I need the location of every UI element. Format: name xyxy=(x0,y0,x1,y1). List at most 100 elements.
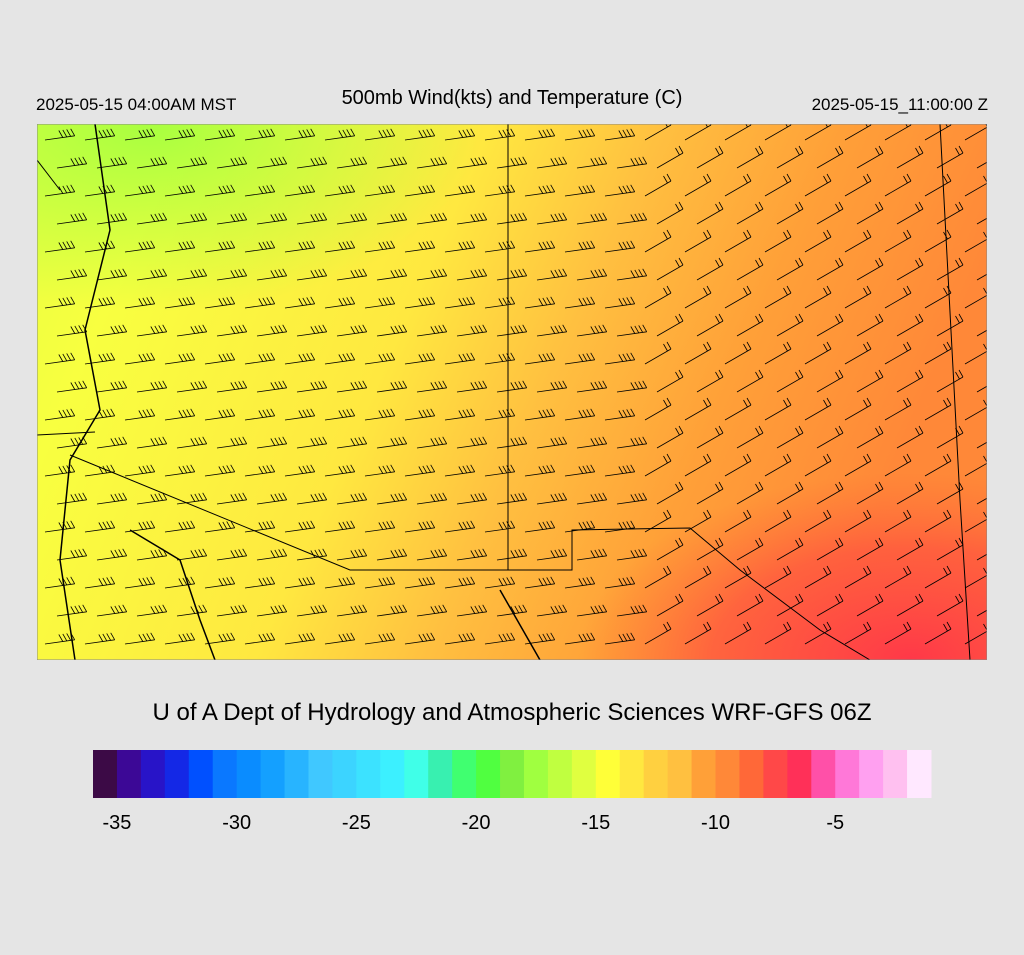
wind-barb xyxy=(256,324,288,337)
wind-barb xyxy=(84,352,116,365)
wind-barb xyxy=(764,565,792,589)
wind-barb xyxy=(44,128,76,141)
wind-barb xyxy=(924,285,952,309)
wind-barb xyxy=(324,408,356,421)
coastline xyxy=(499,589,541,660)
wind-barb xyxy=(284,296,316,309)
wind-barb xyxy=(604,240,636,253)
wind-barb xyxy=(776,201,804,225)
wind-barb xyxy=(124,240,156,253)
wind-barb xyxy=(896,537,924,561)
wind-barb xyxy=(284,576,316,589)
wind-barb xyxy=(856,593,884,617)
wind-barb xyxy=(896,369,924,393)
wind-barb xyxy=(764,285,792,309)
wind-barb xyxy=(936,425,964,449)
wind-barb xyxy=(296,380,328,393)
colorbar-swatch xyxy=(164,750,190,798)
wind-barb xyxy=(164,408,196,421)
wind-barb xyxy=(244,352,276,365)
wind-barb xyxy=(804,124,832,141)
wind-barb xyxy=(364,184,396,197)
wind-barb xyxy=(976,161,987,169)
wind-barb xyxy=(536,268,568,281)
wind-barb xyxy=(616,212,648,225)
wind-barb xyxy=(564,408,596,421)
wind-barb xyxy=(656,593,684,617)
map-area xyxy=(37,124,987,660)
colorbar-swatch xyxy=(859,750,884,798)
wind-barb xyxy=(724,229,752,253)
wind-barb xyxy=(444,128,476,141)
wind-barb xyxy=(684,285,712,309)
wind-barb xyxy=(724,621,752,645)
wind-barb xyxy=(696,201,724,225)
wind-barb xyxy=(44,352,76,365)
wind-barb xyxy=(444,408,476,421)
wind-barb xyxy=(976,385,987,393)
wind-barb xyxy=(404,352,436,365)
wind-barb xyxy=(684,509,712,533)
wind-barb xyxy=(204,296,236,309)
wind-barb xyxy=(364,296,396,309)
wind-barb xyxy=(364,520,396,533)
colorbar-swatch xyxy=(500,750,525,798)
wind-barb xyxy=(484,632,516,645)
colorbar-swatch xyxy=(571,750,597,798)
wind-barb xyxy=(524,576,556,589)
wind-barb xyxy=(524,464,556,477)
wind-barb xyxy=(216,324,248,337)
wind-barb xyxy=(484,408,516,421)
wind-barb xyxy=(884,621,912,645)
wind-barb xyxy=(856,257,884,281)
wind-barb xyxy=(84,464,116,477)
wind-barb xyxy=(204,576,236,589)
wind-barb xyxy=(924,621,952,645)
wind-barb xyxy=(896,257,924,281)
wind-barb xyxy=(496,268,528,281)
wind-barb xyxy=(416,604,448,617)
wind-barb xyxy=(336,548,368,561)
wind-barb xyxy=(856,313,884,337)
colorbar-tick-label: -20 xyxy=(462,812,491,834)
wind-barb xyxy=(576,548,608,561)
wind-barb xyxy=(164,520,196,533)
wind-barb xyxy=(724,509,752,533)
wind-barb xyxy=(444,464,476,477)
wind-barb xyxy=(404,296,436,309)
wind-barb xyxy=(324,352,356,365)
wind-barb xyxy=(616,548,648,561)
wind-barb xyxy=(216,548,248,561)
wind-barb xyxy=(616,156,648,169)
wind-barb xyxy=(164,632,196,645)
wind-barb xyxy=(696,145,724,169)
wind-barb xyxy=(56,380,88,393)
wind-barb xyxy=(44,184,76,197)
wind-barb xyxy=(816,257,844,281)
wind-barb xyxy=(216,380,248,393)
wind-barb xyxy=(124,464,156,477)
wind-barb xyxy=(204,464,236,477)
wind-barb xyxy=(404,184,436,197)
wind-barb xyxy=(936,537,964,561)
wind-barb xyxy=(524,296,556,309)
wind-barb xyxy=(536,212,568,225)
wind-barb xyxy=(724,341,752,365)
wind-barb xyxy=(724,173,752,197)
wind-barb xyxy=(56,436,88,449)
colorbar-tick-label: -25 xyxy=(342,812,371,834)
wind-barb xyxy=(924,229,952,253)
wind-barb xyxy=(444,576,476,589)
wind-barb xyxy=(124,296,156,309)
wind-barb xyxy=(976,497,987,505)
wind-barb xyxy=(324,184,356,197)
wind-barb xyxy=(724,285,752,309)
wind-barb xyxy=(284,632,316,645)
colorbar-swatch xyxy=(667,750,693,798)
state-border xyxy=(37,159,61,191)
wind-barb xyxy=(816,313,844,337)
wind-barb xyxy=(804,173,832,197)
wind-barb xyxy=(524,184,556,197)
wind-barb xyxy=(216,268,248,281)
